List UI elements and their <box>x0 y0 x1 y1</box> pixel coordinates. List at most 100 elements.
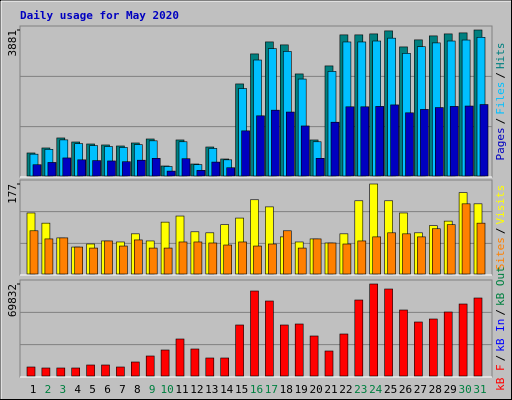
bar <box>56 367 66 377</box>
bar <box>250 290 259 377</box>
x-tick-label: 29 <box>444 383 457 396</box>
bar <box>116 366 125 377</box>
bar <box>175 338 185 377</box>
bar <box>190 348 200 377</box>
bar <box>387 232 396 275</box>
bar <box>443 311 453 377</box>
bar <box>148 247 158 275</box>
x-tick-label: 7 <box>119 383 126 396</box>
bar <box>464 105 474 177</box>
bar <box>402 233 411 275</box>
bar <box>220 357 229 377</box>
bar <box>77 159 86 177</box>
bar <box>47 162 57 177</box>
legend-entry: Sites <box>494 237 507 270</box>
x-tick-label: 19 <box>295 383 308 396</box>
bar <box>41 367 51 377</box>
bar <box>205 357 215 377</box>
bar <box>151 158 161 177</box>
bar <box>357 240 367 275</box>
legend: kB F / kB In / kB Out <box>494 266 507 391</box>
bar <box>253 245 262 275</box>
x-tick-label: 25 <box>384 383 397 396</box>
legend-separator: / <box>494 228 507 235</box>
bar <box>122 161 131 177</box>
bar <box>390 104 399 177</box>
x-tick-label: 2 <box>45 383 52 396</box>
bar <box>74 246 83 275</box>
x-tick-label: 24 <box>369 383 383 396</box>
bar <box>473 297 483 377</box>
bar <box>330 121 340 177</box>
bar <box>417 236 426 275</box>
legend-entry: kB F <box>494 364 507 391</box>
bar <box>131 361 140 377</box>
bar <box>449 106 459 177</box>
legend-entry: Files <box>494 82 507 115</box>
bar <box>268 243 277 275</box>
x-tick-label: 10 <box>160 383 173 396</box>
bar <box>309 335 319 377</box>
bar <box>369 283 379 377</box>
bar <box>300 125 310 177</box>
bar <box>446 224 456 275</box>
bar <box>428 318 438 377</box>
bar <box>92 160 101 177</box>
legend-entry: Hits <box>494 43 507 70</box>
bar <box>101 364 110 377</box>
bar <box>461 203 471 275</box>
bar <box>59 237 69 275</box>
bar <box>420 109 429 177</box>
x-tick-label: 16 <box>250 383 263 396</box>
bar <box>360 106 370 177</box>
bar <box>414 321 423 377</box>
y-tick-label: 3881 <box>6 30 19 57</box>
bar <box>312 238 322 275</box>
bar <box>32 164 42 177</box>
bar <box>285 111 295 177</box>
bar <box>235 324 244 377</box>
bar <box>181 158 191 177</box>
x-tick-label: 1 <box>30 383 37 396</box>
bar <box>375 106 385 177</box>
bar <box>137 159 146 177</box>
bar <box>372 236 382 275</box>
x-tick-label: 6 <box>104 383 111 396</box>
bar <box>282 230 292 275</box>
x-tick-label: 28 <box>429 383 442 396</box>
bar <box>405 112 414 177</box>
x-tick-label: 12 <box>190 383 203 396</box>
bar <box>119 245 128 275</box>
x-tick-label: 15 <box>235 383 248 396</box>
bar <box>44 238 54 275</box>
x-tick-label: 14 <box>220 383 234 396</box>
bar <box>134 239 143 275</box>
x-tick-label: 17 <box>265 383 278 396</box>
x-tick-label: 21 <box>324 383 337 396</box>
bar <box>163 247 173 275</box>
bar <box>315 158 325 177</box>
bar <box>29 230 39 275</box>
bar <box>265 300 274 377</box>
legend-separator: / <box>494 355 507 362</box>
bar <box>324 350 334 377</box>
bar <box>476 222 486 275</box>
x-tick-label: 30 <box>458 383 471 396</box>
y-tick-label: 177 <box>6 184 19 204</box>
legend-entry: kB Out <box>494 266 507 306</box>
bar <box>26 366 36 377</box>
legend-entry: Pages <box>494 127 507 160</box>
x-tick-label: 27 <box>414 383 427 396</box>
bar <box>354 299 364 377</box>
bar <box>458 303 468 377</box>
bar <box>211 161 221 177</box>
bar <box>327 242 337 275</box>
legend-entry: kB In <box>494 319 507 352</box>
bar <box>208 242 218 275</box>
bar <box>62 157 72 177</box>
legend-separator: / <box>494 118 507 125</box>
x-tick-label: 26 <box>399 383 412 396</box>
bar <box>256 115 265 177</box>
chart-title: Daily usage for May 2020 <box>20 9 179 22</box>
